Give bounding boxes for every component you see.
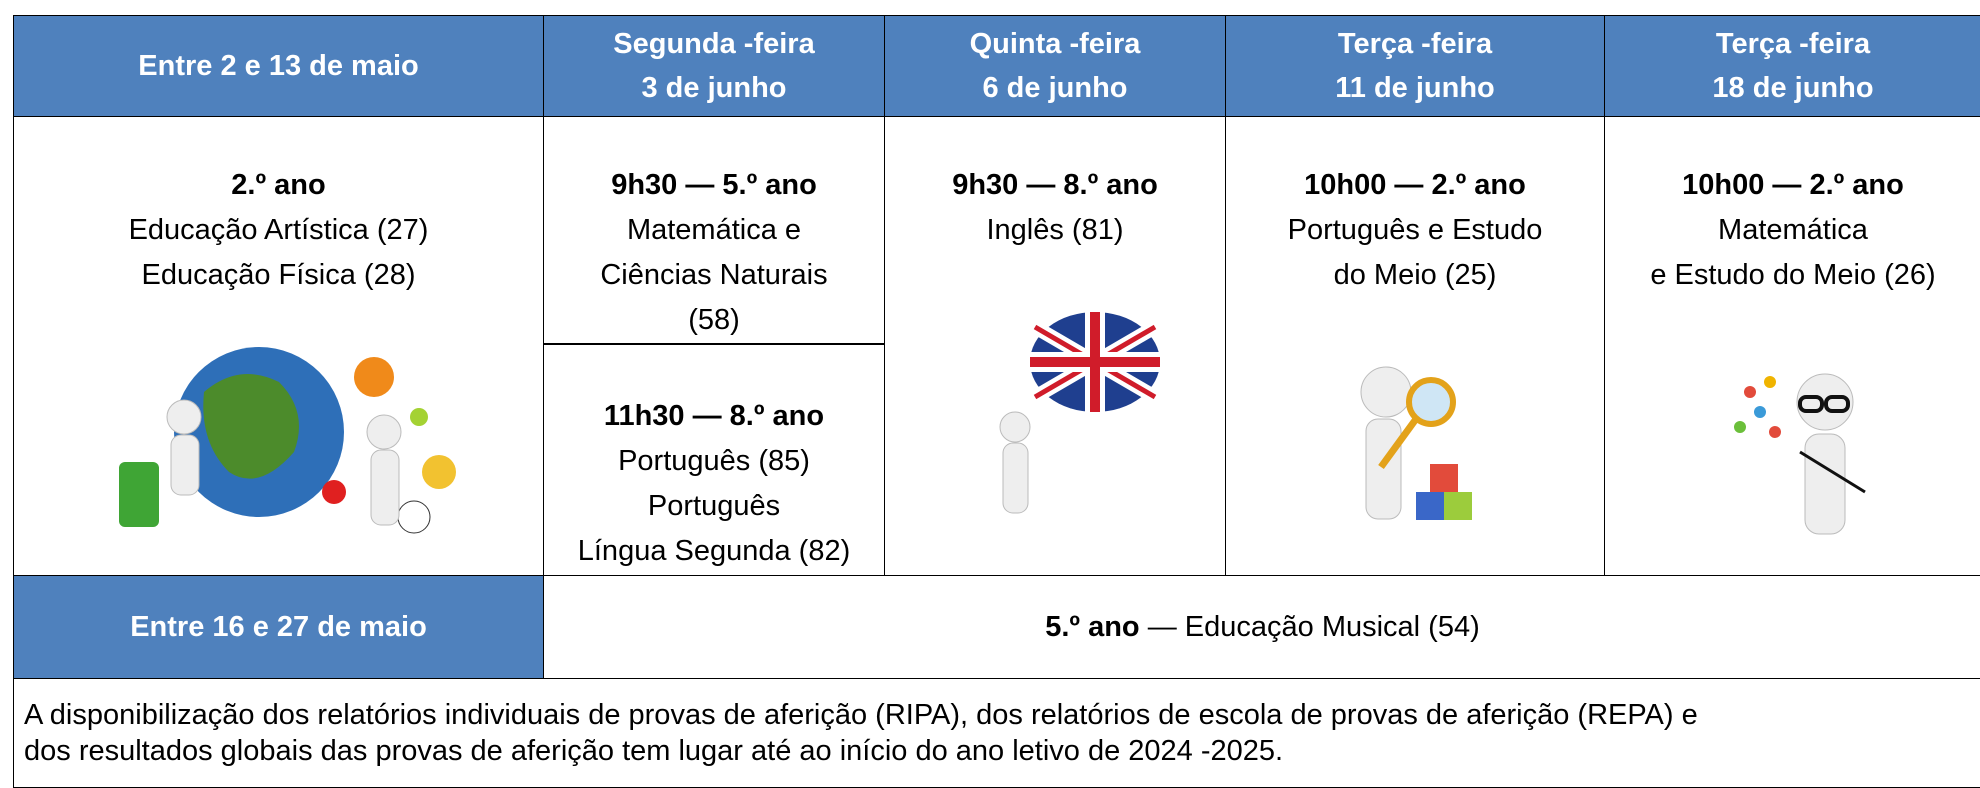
header-text: 11 de junho [1335,72,1495,104]
schedule-cell: 9h30 — 5.º ano Matemática e Ciências Nat… [543,116,885,345]
music-subject: — Educação Musical (54) [1147,611,1480,643]
header-cell: Terça -feira 11 de junho [1225,15,1605,117]
session-heading: 9h30 — 8.º ano [952,169,1158,201]
header-text: Entre 2 e 13 de maio [138,50,419,82]
session-line: Matemática [1718,214,1868,246]
math-illustration [1734,373,1866,535]
music-text: 5.º ano — Educação Musical (54) [1045,605,1480,649]
music-year: 5.º ano [1045,611,1140,643]
schedule-cell: 11h30 — 8.º ano Português (85) Português… [543,343,885,576]
header-text: 3 de junho [641,72,787,104]
session-line: Português (85) [618,445,810,477]
header-text: Terça -feira [1715,28,1871,60]
session-line: Educação Artística (27) [128,214,429,246]
session-heading: 11h30 — 8.º ano [603,400,825,432]
period-cell: Entre 16 e 27 de maio [13,575,544,679]
note-cell: A disponibilização dos relatórios indivi… [13,678,1980,788]
header-cell: Terça -feira 18 de junho [1604,15,1980,117]
header-cell: Entre 2 e 13 de maio [13,15,544,117]
session-line: Português [647,490,781,522]
session-heading: 9h30 — 5.º ano [611,169,817,201]
header-text: Quinta -feira [969,28,1141,60]
session-heading: 2.º ano [231,169,326,201]
header-text: Terça -feira [1337,28,1493,60]
session-heading: 10h00 — 2.º ano [1682,169,1904,201]
session-line: do Meio (25) [1333,259,1497,291]
schedule-cell: 10h00 — 2.º ano Português e Estudo do Me… [1225,116,1605,576]
session-line: Português e Estudo [1287,214,1543,246]
header-text: Segunda -feira [613,28,815,60]
music-cell: 5.º ano — Educação Musical (54) [543,575,1980,679]
header-text: 6 de junho [982,72,1128,104]
study-illustration [1360,366,1472,520]
header-cell: Segunda -feira 3 de junho [543,15,885,117]
session-heading: 10h00 — 2.º ano [1304,169,1526,201]
note-line: A disponibilização dos relatórios indivi… [24,699,1698,731]
session-line: e Estudo do Meio (26) [1650,259,1936,291]
note-line: dos resultados globais das provas de afe… [24,735,1284,767]
arts-sports-illustration [119,347,456,534]
session-line: Ciências Naturais [600,259,828,291]
header-cell: Quinta -feira 6 de junho [884,15,1226,117]
schedule-cell: 10h00 — 2.º ano Matemática e Estudo do M… [1604,116,1980,576]
period-label: Entre 16 e 27 de maio [130,611,427,643]
header-text: 18 de junho [1712,72,1874,104]
english-illustration [999,312,1160,514]
session-line: Língua Segunda (82) [577,535,851,567]
schedule-cell: 2.º ano Educação Artística (27) Educação… [13,116,544,576]
session-line: Matemática e [626,214,802,246]
session-line: (58) [688,304,740,336]
session-line: Inglês (81) [986,214,1124,246]
schedule-cell: 9h30 — 8.º ano Inglês (81) [884,116,1226,576]
session-line: Educação Física (28) [141,259,416,291]
